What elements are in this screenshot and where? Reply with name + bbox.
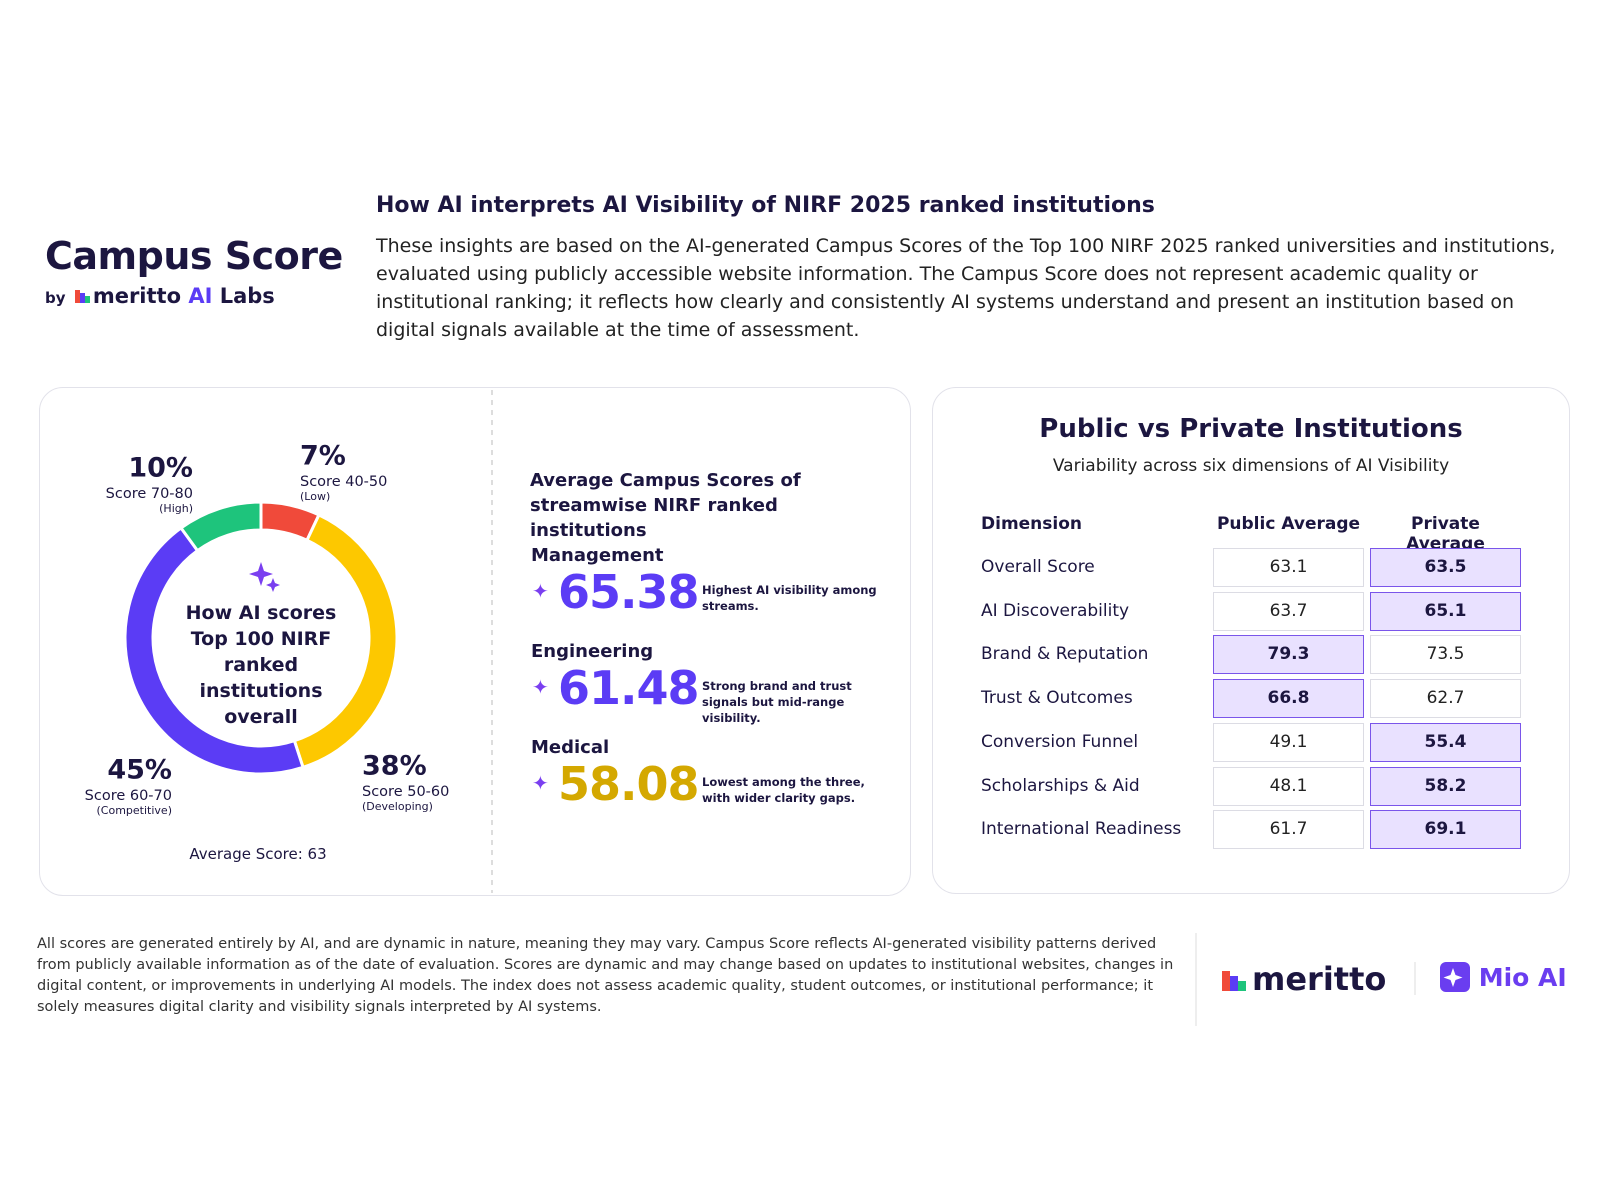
value-label: 45% (107, 755, 172, 786)
star: ✦ (532, 771, 549, 795)
dimension-label: Scholarships & Aid (981, 775, 1140, 796)
stream-score: 58.08 (558, 757, 700, 811)
brand: meritto (92, 284, 182, 308)
logo-meritto: meritto (1220, 960, 1386, 998)
average-score: Average Score: 63 (189, 845, 327, 863)
star: ✦ (532, 579, 549, 603)
donut-center-text: How AI scores Top 100 NIRF ranked institut… (161, 600, 361, 730)
heading: How AI interprets AI Visibility of NIRF … (376, 193, 1155, 218)
sparkle-icon (249, 562, 280, 592)
value-label: 10% (128, 453, 193, 484)
table-title: Public vs Private Institutions (1039, 414, 1463, 444)
brand-ai: AI (188, 284, 213, 308)
logo-mio-icon (1440, 962, 1470, 992)
table-subtitle: Variability across six dimensions of AI … (1052, 456, 1450, 476)
category-note: (High) (159, 502, 193, 515)
column-header: Public Average (1216, 514, 1361, 534)
donut-segment (178, 500, 263, 553)
center-line: Top 100 NIRF ranked (190, 628, 332, 676)
star: ✦ (532, 675, 549, 699)
streams-heading: Average Campus Scores of streamwise NIRF… (530, 470, 801, 541)
logo-meritto-text: meritto (1252, 960, 1387, 998)
logo-mio: Mio AI (1440, 962, 1567, 992)
table-cell: 79.3 (1213, 635, 1364, 675)
category-note: (Competitive) (97, 804, 172, 817)
center-line: How AI scores (185, 602, 337, 624)
dimension-label: Overall Score (981, 557, 1095, 577)
logo-mio-text: Mio AI (1478, 963, 1567, 992)
disclaimer: All scores are generated entirely by AI,… (37, 936, 1174, 1015)
stream-note: Lowest among the three, with wider clari… (702, 775, 865, 805)
column-header: Dimension (981, 514, 1083, 534)
value-label: 38% (362, 751, 427, 782)
stream-score: 61.48 (558, 661, 700, 715)
stream-note: Highest AI visibility among streams. (702, 583, 877, 613)
table-cell: 61.7 (1213, 810, 1364, 850)
table-cell: 63.1 (1213, 548, 1364, 587)
dimension-label: Conversion Funnel (981, 731, 1139, 752)
category-label: Score 70-80 (106, 486, 193, 502)
table-cell: 55.4 (1370, 722, 1521, 762)
stream-name: Management (531, 545, 664, 566)
brand-labs: Labs (219, 284, 275, 308)
table-cell: 69.1 (1370, 810, 1521, 850)
stream-note: Strong brand and trust signals but mid-r… (702, 679, 852, 725)
table-cell: 63.7 (1213, 591, 1364, 631)
category-label: Score 60-70 (85, 788, 172, 804)
stream-name: Engineering (531, 641, 654, 662)
table-cell: 63.5 (1370, 548, 1521, 587)
table-cell: 73.5 (1370, 635, 1521, 675)
stream-score: 65.38 (558, 565, 700, 619)
table-cell: 49.1 (1213, 722, 1364, 762)
category-note: (Low) (300, 490, 330, 503)
dimension-label: Trust & Outcomes (981, 688, 1133, 709)
category-note: (Developing) (362, 800, 433, 813)
value-label: 7% (300, 441, 346, 472)
table-cell: 58.2 (1370, 766, 1521, 806)
brand-byline: by meritto AI Labs (45, 284, 275, 308)
table-cell: 65.1 (1370, 591, 1521, 631)
center-line: institutions overall (199, 680, 323, 728)
meritto-icon (74, 290, 90, 303)
table-cell: 62.7 (1370, 679, 1521, 719)
category-label: Score 50-60 (362, 784, 449, 800)
stream-name: Medical (531, 737, 610, 758)
description: These insights are based on the AI-gener… (376, 235, 1556, 341)
score-card (39, 387, 911, 896)
logo-meritto-icon (1222, 971, 1246, 991)
category-label: Score 40-50 (300, 474, 387, 490)
byline: by (45, 289, 66, 307)
brand-title: Campus Score (45, 234, 343, 278)
dimension-label: Brand & Reputation (981, 644, 1149, 665)
dimension-label: International Readiness (981, 819, 1182, 840)
dimension-label: AI Discoverability (981, 600, 1130, 621)
table-cell: 48.1 (1213, 766, 1364, 806)
table-cell: 66.8 (1213, 679, 1364, 719)
